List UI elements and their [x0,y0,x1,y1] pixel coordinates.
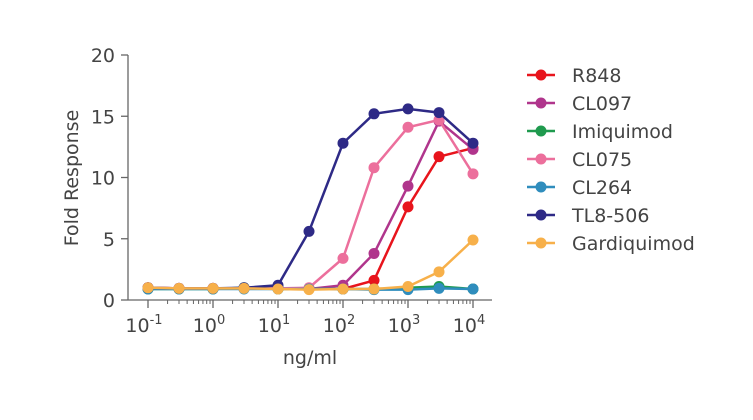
x-tick-label: 103 [388,313,420,337]
series-gardiquimod [142,234,479,296]
data-point [402,103,414,115]
data-point [368,247,380,259]
legend-label: R848 [572,65,621,87]
y-tick-label: 20 [91,45,115,67]
legend-item: CL097 [527,93,632,115]
data-point [402,180,414,192]
data-point [433,266,445,278]
x-tick-exponent: 2 [347,313,355,328]
data-point [337,252,349,264]
data-point [337,283,349,295]
data-point [368,283,380,295]
legend-swatch-marker [535,69,547,81]
y-tick-label: 10 [91,168,115,190]
x-tick-exponent: 0 [217,313,225,328]
data-point [337,137,349,149]
data-point [467,168,479,180]
legend-label: CL097 [572,93,632,115]
legend-label: TL8-506 [571,205,649,227]
series-line [147,118,475,290]
y-tick-label: 15 [91,106,115,128]
legend-swatch-marker [535,181,547,193]
data-point [173,282,185,294]
x-tick-exponent: 4 [477,313,485,328]
data-point [368,274,380,286]
series-tl8-506 [142,103,479,294]
x-tick-label: 100 [193,313,225,337]
legend-swatch-marker [535,237,547,249]
data-point [467,283,479,295]
data-point [207,282,219,294]
data-point [467,234,479,246]
legend-item: TL8-506 [527,205,649,227]
series-line [147,107,474,290]
legend-label: CL075 [572,149,632,171]
series-line [147,146,474,291]
x-tick-exponent: 1 [282,313,290,328]
x-tick-label: 10-1 [125,313,162,337]
legend-label: CL264 [572,177,632,199]
y-axis-label: Fold Response [61,110,83,247]
x-tick-exponent: -1 [150,313,163,328]
data-point [433,107,445,119]
x-tick-label: 102 [323,313,355,337]
series-line [147,239,474,291]
series-line [147,119,474,291]
series-cl097 [142,115,479,295]
data-point [368,108,380,120]
legend-swatch-marker [535,125,547,137]
data-point [303,225,315,237]
data-point [368,162,380,174]
data-point [272,283,284,295]
data-point [238,282,250,294]
legend-label: Gardiquimod [572,233,695,255]
legend-swatch-marker [535,209,547,221]
x-tick-label: 101 [258,313,290,337]
legend-item: CL264 [527,177,632,199]
data-point [402,121,414,133]
x-tick-exponent: 3 [412,313,420,328]
series-group [142,103,479,296]
legend-label: Imiquimod [572,121,673,143]
x-axis-label: ng/ml [283,347,337,369]
legend-item: CL075 [527,149,632,171]
legend-swatch-marker [535,97,547,109]
legend-swatch-marker [535,153,547,165]
data-point [142,282,154,294]
legend-item: Imiquimod [527,121,673,143]
data-point [402,201,414,213]
data-point [433,151,445,163]
x-tick-label: 104 [453,313,485,337]
y-tick-label: 5 [103,229,115,251]
legend: R848 CL097 Imiquimod CL075 CL264 TL8-506 Gardi… [527,65,695,255]
data-point [433,282,445,294]
legend-item: Gardiquimod [527,233,695,255]
y-tick-label: 0 [103,290,115,312]
data-point [467,137,479,149]
series-r848 [142,142,479,295]
data-point [402,281,414,293]
data-point [303,284,315,296]
legend-item: R848 [527,65,621,87]
